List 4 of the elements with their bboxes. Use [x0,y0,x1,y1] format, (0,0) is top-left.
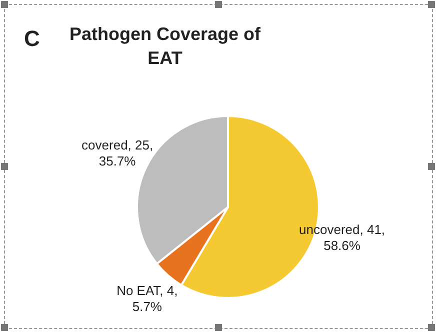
text: C [24,26,40,52]
slice-label: covered, 25, 35.7% [82,137,154,168]
chart-title: Pathogen Coverage of EAT [68,23,262,70]
slice-label: No EAT, 4, 5.7% [116,283,178,314]
